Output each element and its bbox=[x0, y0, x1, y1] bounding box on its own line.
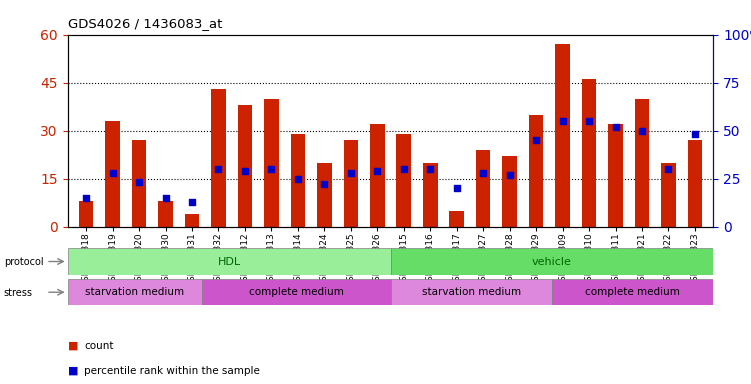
Text: vehicle: vehicle bbox=[532, 257, 572, 266]
Point bbox=[636, 127, 648, 134]
Bar bbox=[552, 279, 713, 305]
Bar bbox=[688, 140, 702, 227]
Point bbox=[213, 166, 225, 172]
Point bbox=[239, 168, 251, 174]
Text: starvation medium: starvation medium bbox=[422, 287, 520, 297]
Point bbox=[477, 170, 489, 176]
Text: HDL: HDL bbox=[218, 257, 240, 266]
Text: ■: ■ bbox=[68, 366, 78, 376]
Bar bbox=[79, 201, 93, 227]
Bar bbox=[68, 248, 391, 275]
Bar bbox=[370, 124, 385, 227]
Text: ■: ■ bbox=[68, 341, 78, 351]
Point bbox=[398, 166, 410, 172]
Bar bbox=[555, 44, 570, 227]
Bar bbox=[449, 210, 464, 227]
Bar bbox=[529, 114, 544, 227]
Point bbox=[345, 170, 357, 176]
Bar bbox=[105, 121, 120, 227]
Point bbox=[159, 195, 171, 201]
Bar bbox=[68, 279, 202, 305]
Bar bbox=[343, 140, 358, 227]
Point bbox=[583, 118, 595, 124]
Point bbox=[186, 199, 198, 205]
Bar bbox=[661, 162, 676, 227]
Bar bbox=[131, 140, 146, 227]
Point bbox=[318, 181, 330, 187]
Point bbox=[371, 168, 383, 174]
Bar bbox=[635, 99, 650, 227]
Point bbox=[265, 166, 277, 172]
Point bbox=[133, 179, 145, 185]
Text: percentile rank within the sample: percentile rank within the sample bbox=[84, 366, 260, 376]
Point bbox=[689, 131, 701, 137]
Bar bbox=[502, 156, 517, 227]
Point bbox=[107, 170, 119, 176]
Point bbox=[556, 118, 569, 124]
Point bbox=[530, 137, 542, 143]
Text: count: count bbox=[84, 341, 113, 351]
Point bbox=[424, 166, 436, 172]
Point bbox=[80, 195, 92, 201]
Bar bbox=[185, 214, 199, 227]
Bar bbox=[202, 279, 391, 305]
Point bbox=[451, 185, 463, 191]
Point bbox=[662, 166, 674, 172]
Bar bbox=[317, 162, 332, 227]
Bar bbox=[211, 89, 226, 227]
Bar bbox=[582, 79, 596, 227]
Text: stress: stress bbox=[4, 288, 33, 298]
Text: GDS4026 / 1436083_at: GDS4026 / 1436083_at bbox=[68, 17, 222, 30]
Point bbox=[504, 172, 516, 178]
Bar bbox=[391, 279, 552, 305]
Text: protocol: protocol bbox=[4, 257, 44, 267]
Bar bbox=[391, 248, 713, 275]
Bar bbox=[423, 162, 438, 227]
Text: complete medium: complete medium bbox=[585, 287, 680, 297]
Bar bbox=[291, 134, 305, 227]
Bar bbox=[397, 134, 411, 227]
Text: starvation medium: starvation medium bbox=[86, 287, 185, 297]
Bar bbox=[237, 105, 252, 227]
Bar bbox=[264, 99, 279, 227]
Bar bbox=[476, 150, 490, 227]
Text: complete medium: complete medium bbox=[249, 287, 344, 297]
Bar bbox=[158, 201, 173, 227]
Point bbox=[292, 175, 304, 182]
Bar bbox=[608, 124, 623, 227]
Point bbox=[610, 124, 622, 130]
